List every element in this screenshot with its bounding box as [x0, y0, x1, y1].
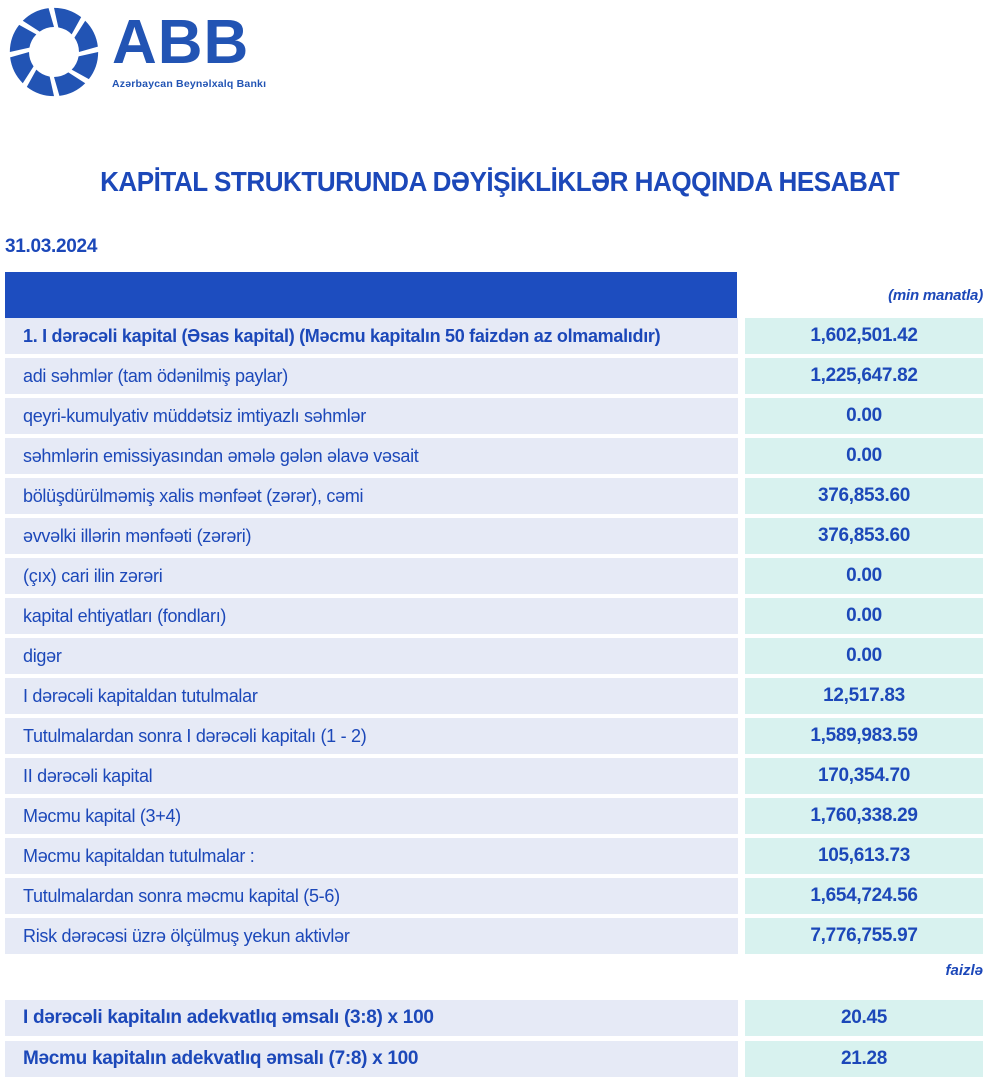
table-row: digər 0.00	[5, 638, 983, 674]
abb-pinwheel-icon	[6, 4, 102, 100]
row-label: (çıx) cari ilin zərəri	[5, 558, 738, 594]
report-title-text: KAPİTAL STRUKTURUNDA DƏYİŞİKLİKLƏR HAQQI…	[100, 166, 900, 197]
table-row: Tutulmalardan sonra I dərəcəli kapitalı …	[5, 718, 983, 754]
row-label: adi səhmlər (tam ödənilmiş paylar)	[5, 358, 738, 394]
row-label: 1. I dərəcəli kapital (Əsas kapital) (Mə…	[5, 318, 738, 354]
row-value: 1,225,647.82	[745, 358, 983, 394]
ratio-row: Məcmu kapitalın adekvatlıq əmsalı (7:8) …	[5, 1041, 983, 1077]
table-row: 1. I dərəcəli kapital (Əsas kapital) (Mə…	[5, 318, 983, 354]
table-header-bar	[5, 272, 737, 318]
row-label: səhmlərin emissiyasından əmələ gələn əla…	[5, 438, 738, 474]
table-row: adi səhmlər (tam ödənilmiş paylar) 1,225…	[5, 358, 983, 394]
ratio-row: I dərəcəli kapitalın adekvatlıq əmsalı (…	[5, 1000, 983, 1036]
abb-logo-tagline: Azərbaycan Beynəlxalq Bankı	[112, 78, 267, 90]
abb-logo-text: ABB	[112, 8, 250, 77]
abb-logo-textblock: ABB Azərbaycan Beynəlxalq Bankı	[112, 4, 267, 91]
table-row: Tutulmalardan sonra məcmu kapital (5-6) …	[5, 878, 983, 914]
table-row: Məcmu kapital (3+4) 1,760,338.29	[5, 798, 983, 834]
row-label: Məcmu kapitaldan tutulmalar :	[5, 838, 738, 874]
ratio-value: 21.28	[745, 1041, 983, 1077]
table-row: səhmlərin emissiyasından əmələ gələn əla…	[5, 438, 983, 474]
table-row: II dərəcəli kapital 170,354.70	[5, 758, 983, 794]
row-label: kapital ehtiyatları (fondları)	[5, 598, 738, 634]
row-value: 0.00	[745, 398, 983, 434]
row-label: II dərəcəli kapital	[5, 758, 738, 794]
row-label: əvvəlki illərin mənfəəti (zərəri)	[5, 518, 738, 554]
row-label: Tutulmalardan sonra məcmu kapital (5-6)	[5, 878, 738, 914]
row-label: digər	[5, 638, 738, 674]
table-row: Risk dərəcəsi üzrə ölçülmuş yekun aktivl…	[5, 918, 983, 954]
row-label: Risk dərəcəsi üzrə ölçülmuş yekun aktivl…	[5, 918, 738, 954]
row-value: 0.00	[745, 558, 983, 594]
row-value: 0.00	[745, 598, 983, 634]
row-label: Tutulmalardan sonra I dərəcəli kapitalı …	[5, 718, 738, 754]
ratio-label: Məcmu kapitalın adekvatlıq əmsalı (7:8) …	[5, 1041, 738, 1077]
row-value: 376,853.60	[745, 478, 983, 514]
row-value: 12,517.83	[745, 678, 983, 714]
unit-note-min-manatla: (min manatla)	[888, 287, 983, 304]
table-row: (çıx) cari ilin zərəri 0.00	[5, 558, 983, 594]
row-value: 7,776,755.97	[745, 918, 983, 954]
table-row: Məcmu kapitaldan tutulmalar : 105,613.73	[5, 838, 983, 874]
row-value: 376,853.60	[745, 518, 983, 554]
row-label: Məcmu kapital (3+4)	[5, 798, 738, 834]
table-row: I dərəcəli kapitaldan tutulmalar 12,517.…	[5, 678, 983, 714]
row-value: 0.00	[745, 638, 983, 674]
row-value: 1,654,724.56	[745, 878, 983, 914]
ratio-value: 20.45	[745, 1000, 983, 1036]
table-row: kapital ehtiyatları (fondları) 0.00	[5, 598, 983, 634]
row-value: 1,589,983.59	[745, 718, 983, 754]
row-value: 1,602,501.42	[745, 318, 983, 354]
row-label: bölüşdürülməmiş xalis mənfəət (zərər), c…	[5, 478, 738, 514]
table-row: əvvəlki illərin mənfəəti (zərəri) 376,85…	[5, 518, 983, 554]
unit-note-faizle: faizlə	[945, 962, 983, 979]
abb-logo: ABB Azərbaycan Beynəlxalq Bankı	[6, 4, 266, 100]
ratio-label: I dərəcəli kapitalın adekvatlıq əmsalı (…	[5, 1000, 738, 1036]
row-value: 1,760,338.29	[745, 798, 983, 834]
row-value: 105,613.73	[745, 838, 983, 874]
table-row: bölüşdürülməmiş xalis mənfəət (zərər), c…	[5, 478, 983, 514]
row-label: I dərəcəli kapitaldan tutulmalar	[5, 678, 738, 714]
table-row: qeyri-kumulyativ müddətsiz imtiyazlı səh…	[5, 398, 983, 434]
row-label: qeyri-kumulyativ müddətsiz imtiyazlı səh…	[5, 398, 738, 434]
row-value: 0.00	[745, 438, 983, 474]
report-title: KAPİTAL STRUKTURUNDA DƏYİŞİKLİKLƏR HAQQI…	[0, 166, 1000, 198]
report-date: 31.03.2024	[5, 236, 98, 257]
row-value: 170,354.70	[745, 758, 983, 794]
